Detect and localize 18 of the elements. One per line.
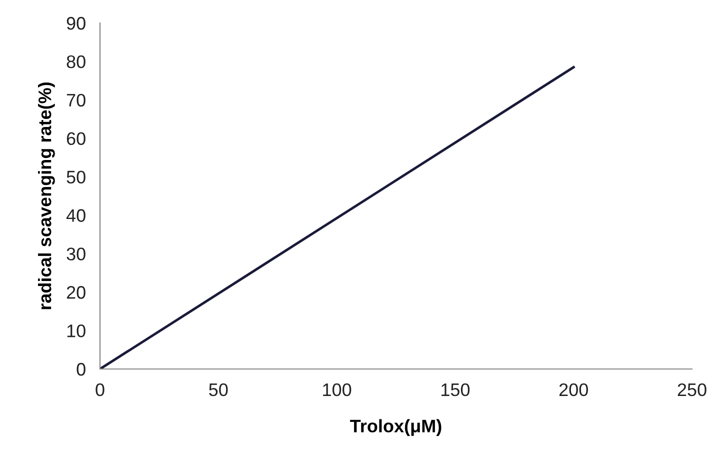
x-tick-label: 250 — [678, 383, 706, 396]
x-tick-label: 50 — [209, 383, 228, 396]
x-tick-label: 0 — [96, 383, 104, 396]
y-tick-label: 40 — [66, 209, 86, 222]
y-tick-label: 50 — [66, 170, 86, 184]
y-tick-label: 60 — [66, 132, 86, 146]
y-tick-label: 90 — [66, 16, 86, 30]
x-axis-title: Trolox(μM) — [350, 419, 442, 436]
y-axis-title: radical scavenging rate(%) — [38, 82, 55, 310]
y-tick-label: 10 — [67, 324, 86, 338]
x-tick-label: 200 — [559, 383, 588, 396]
y-tick-label: 80 — [66, 55, 86, 68]
x-tick-label: 100 — [323, 383, 352, 396]
x-tick-label: 150 — [442, 383, 470, 396]
y-tick-label: 70 — [66, 94, 86, 107]
y-tick-label: 20 — [66, 286, 86, 299]
y-tick-label: 0 — [76, 362, 86, 376]
y-tick-label: 30 — [66, 248, 86, 260]
